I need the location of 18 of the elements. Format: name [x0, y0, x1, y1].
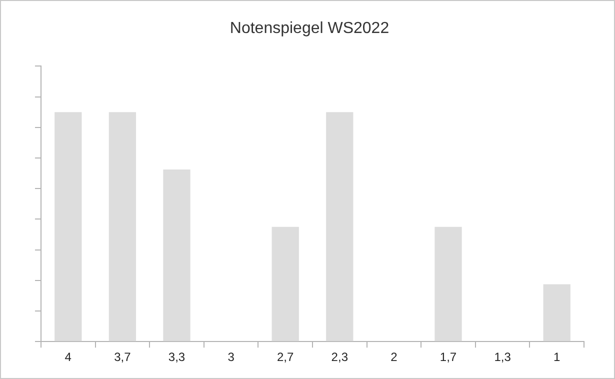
x-tick-label: 4 [64, 350, 72, 364]
x-tick-label: 1,3 [494, 350, 512, 364]
bar [543, 284, 570, 342]
x-tick-label: 2 [390, 350, 398, 364]
bar [54, 112, 82, 342]
x-tick-label: 1,7 [440, 350, 457, 364]
chart-title: Notenspiegel WS2022 [230, 20, 390, 38]
bar [434, 226, 462, 342]
bar [272, 226, 299, 342]
x-tick-label: 3,7 [114, 350, 132, 364]
bar [163, 169, 190, 342]
x-tick-label: 2,7 [277, 350, 294, 364]
x-tick-label: 3 [228, 350, 235, 364]
x-tick-label: 2,3 [331, 350, 348, 364]
x-tick-label: 3,3 [168, 350, 186, 364]
bar [108, 112, 136, 342]
x-tick-label: 1 [554, 350, 561, 364]
bar [326, 112, 354, 342]
